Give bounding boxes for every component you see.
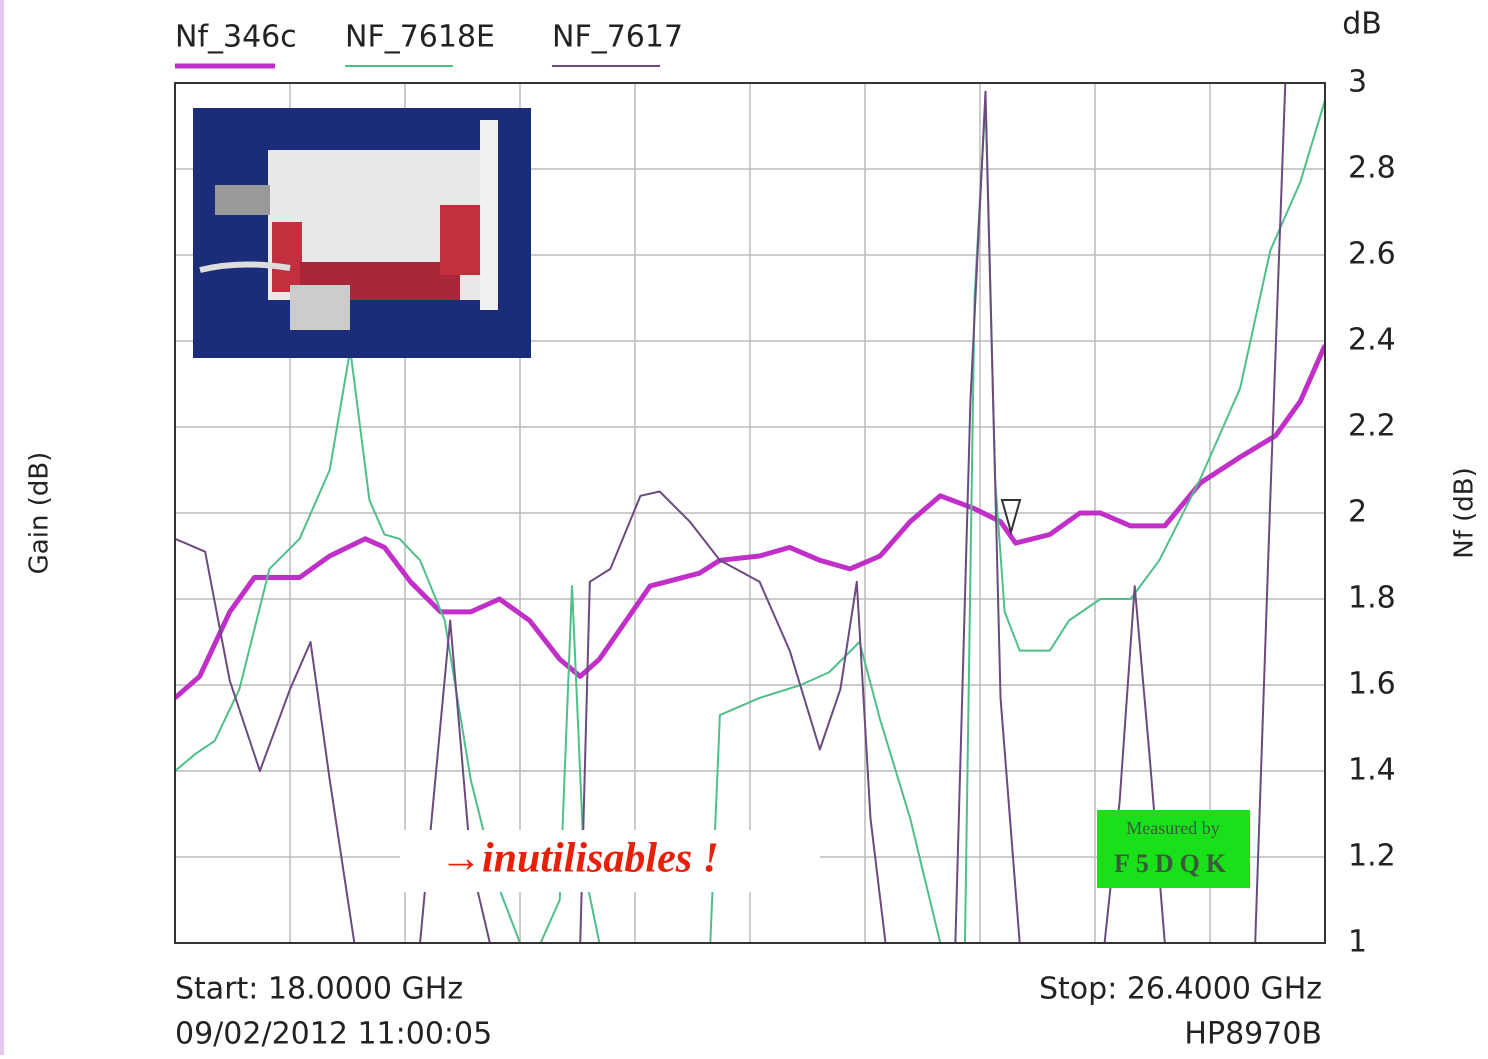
photo: [193, 108, 531, 358]
y-tick-label: 2.2: [1348, 409, 1396, 444]
series-line: [175, 344, 1325, 700]
instrument: HP8970B: [1184, 1017, 1322, 1052]
edge: [0, 0, 4, 1055]
y-tick-label: 2.4: [1348, 323, 1396, 358]
badge-line1: Measured by: [1126, 818, 1219, 838]
legend-label: NF_7617: [552, 20, 683, 55]
stop-label: Stop: 26.4000 GHz: [1039, 972, 1322, 1007]
start-label: Start: 18.0000 GHz: [175, 972, 463, 1007]
badge-line2: F5DQK: [1114, 849, 1232, 878]
series-line: [175, 99, 1325, 943]
y-label-right: Nf (dB): [1450, 467, 1480, 559]
y-tick-label: 2.8: [1348, 151, 1396, 186]
y-tick-label: 1.8: [1348, 581, 1396, 616]
legend-label: Nf_346c: [175, 20, 297, 55]
y-tick-label: 1.2: [1348, 839, 1396, 874]
photo-label: [440, 205, 480, 275]
y-tick-label: 3: [1348, 65, 1367, 100]
photo-flange: [480, 120, 498, 310]
photo-label: [272, 222, 302, 292]
annotation: →inutilisables !: [440, 836, 719, 882]
annotation-bg: [400, 830, 820, 892]
legend-label: NF_7618E: [345, 20, 495, 55]
legend: Nf_346c NF_7618E NF_7617: [175, 20, 683, 69]
photo-part: [290, 285, 350, 330]
y-tick-label: 1: [1348, 925, 1367, 960]
y-label-left: Gain (dB): [25, 452, 55, 575]
timestamp: 09/02/2012 11:00:05: [175, 1017, 492, 1052]
y-tick-label: 1.6: [1348, 667, 1396, 702]
plot-frame: [174, 82, 1326, 944]
y-tick-label: 1.4: [1348, 753, 1396, 788]
y-tick-label: 2: [1348, 495, 1367, 530]
photo-cable: [199, 261, 291, 273]
y-unit: dB: [1342, 7, 1382, 42]
photo-connector: [215, 185, 270, 215]
y-tick-label: 2.6: [1348, 237, 1396, 272]
badge: [1097, 810, 1250, 888]
marker: [1000, 499, 1022, 536]
